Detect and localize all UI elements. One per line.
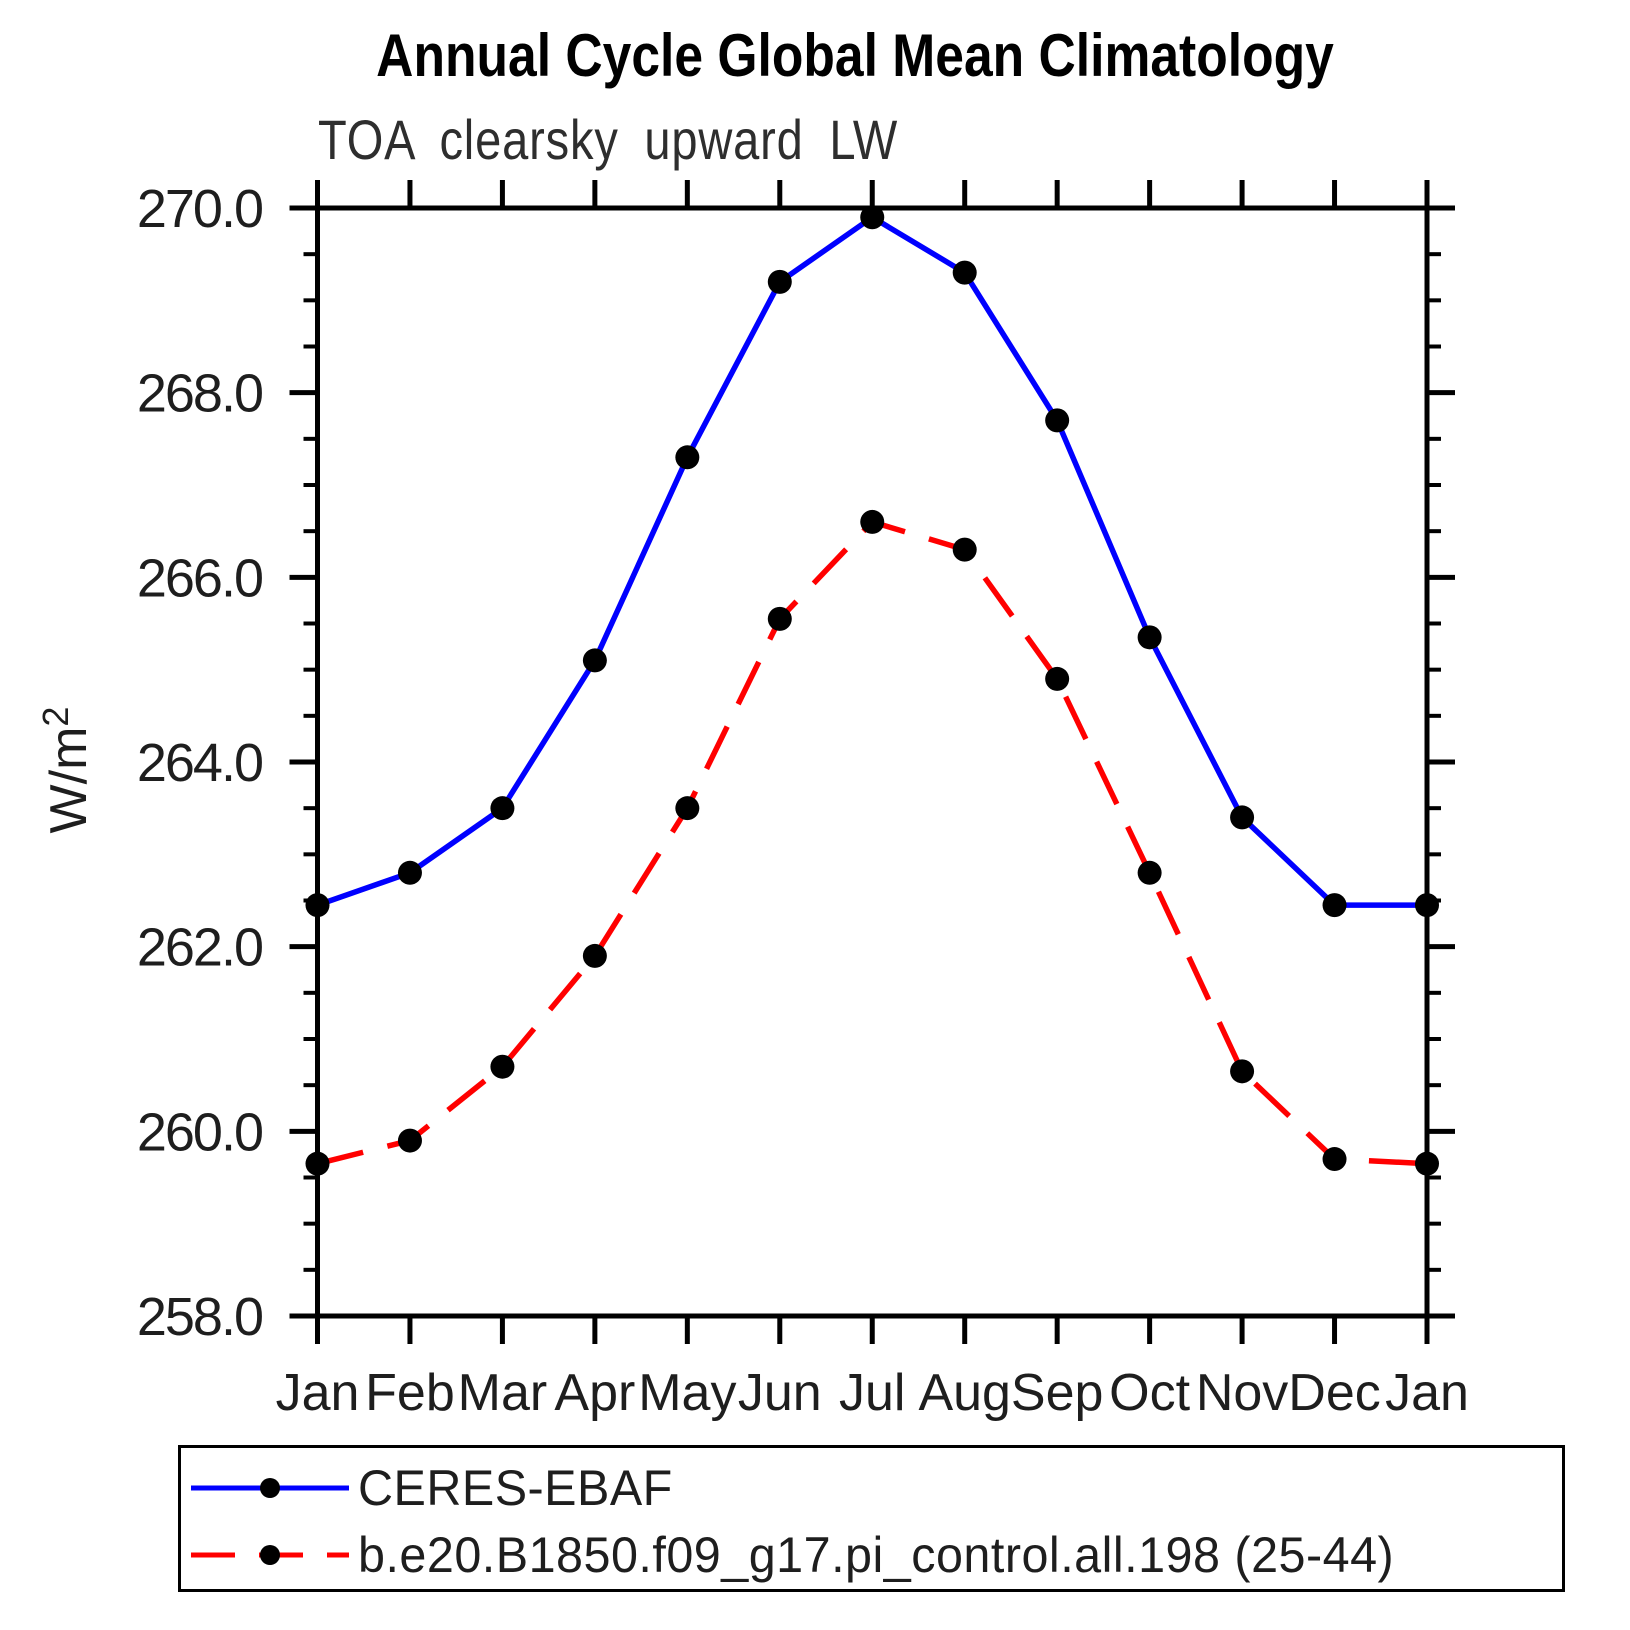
legend-row: b.e20.B1850.f09_g17.pi_control.all.198 (… (189, 1524, 1426, 1586)
legend: CERES-EBAF b.e20.B1850.f09_g17.pi_control… (178, 1445, 1565, 1592)
legend-marker-dot (260, 1545, 280, 1565)
x-tick-label: Aug (918, 1364, 1011, 1422)
x-tick-label: Mar (458, 1364, 548, 1422)
data-point-marker (767, 606, 792, 631)
x-tick-label: Sep (1011, 1364, 1104, 1422)
data-point-marker (397, 860, 422, 885)
x-tick-label: Dec (1288, 1364, 1380, 1422)
y-tick-label: 258.0 (137, 1287, 262, 1347)
legend-marker (191, 1545, 349, 1565)
y-axis-label: W/m2 (35, 707, 98, 834)
data-point-marker (1415, 893, 1439, 918)
data-point-marker (1137, 625, 1162, 650)
data-point-marker (1415, 1151, 1439, 1176)
x-tick-label: Apr (554, 1364, 635, 1422)
legend-row: CERES-EBAF (189, 1457, 683, 1519)
data-point-marker (1230, 1059, 1255, 1084)
data-point-marker (582, 648, 607, 673)
y-tick-label: 260.0 (137, 1102, 262, 1162)
data-point-marker (767, 269, 792, 294)
legend-marker-dot (260, 1478, 280, 1498)
legend-marker (191, 1478, 349, 1498)
x-tick-label: Jul (839, 1364, 905, 1422)
data-point-marker (860, 205, 885, 230)
data-point-marker (397, 1128, 422, 1153)
y-tick-label: 268.0 (137, 364, 262, 424)
data-point-marker (952, 537, 977, 562)
legend-label: b.e20.B1850.f09_g17.pi_control.all.198 (… (358, 1527, 1395, 1583)
series-line-model (316, 518, 1428, 1167)
x-tick-label: May (638, 1364, 736, 1422)
y-tick-label: 270.0 (137, 179, 262, 239)
data-point-marker (675, 445, 700, 470)
chart-subtitle: TOA clearsky upward LW (318, 108, 899, 171)
data-point-marker (490, 796, 515, 821)
data-point-marker (1045, 666, 1070, 691)
x-tick-label: Oct (1109, 1364, 1190, 1422)
y-tick-label: 264.0 (137, 733, 262, 793)
data-point-marker (1230, 805, 1255, 830)
data-point-marker (860, 509, 885, 534)
series-line-ceres-ebaf (316, 213, 1427, 908)
x-tick-label: Feb (365, 1364, 455, 1422)
legend-label: CERES-EBAF (358, 1460, 673, 1516)
data-point-marker (305, 1151, 330, 1176)
data-point-marker (490, 1054, 515, 1079)
data-point-marker (1137, 860, 1162, 885)
x-axis-tick-labels: Jan Feb Mar Apr May Jun Jul Aug Sep Oct Nov Dec Jan (276, 1364, 1469, 1422)
chart-title: Annual Cycle Global Mean Climatology (376, 22, 1334, 89)
x-tick-label: Jan (1385, 1364, 1469, 1422)
series-markers (305, 509, 1439, 1176)
y-axis-tick-labels: 258.0 260.0 262.0 264.0 266.0 268.0 270.0 (137, 179, 264, 1347)
data-point-marker (1322, 893, 1347, 918)
data-point-marker (952, 260, 977, 285)
x-tick-label: Jun (738, 1364, 822, 1422)
data-point-marker (582, 943, 607, 968)
y-tick-label: 262.0 (137, 918, 262, 978)
y-tick-label: 266.0 (137, 548, 262, 608)
data-point-marker (1322, 1147, 1347, 1172)
data-point-marker (1045, 408, 1070, 433)
axis-box (315, 205, 1430, 1319)
axis-ticks (289, 180, 1455, 1344)
series-markers (305, 205, 1439, 918)
x-tick-label: Nov (1196, 1364, 1288, 1422)
x-tick-label: Jan (276, 1364, 360, 1422)
data-point-marker (305, 893, 330, 918)
data-point-marker (675, 796, 700, 821)
